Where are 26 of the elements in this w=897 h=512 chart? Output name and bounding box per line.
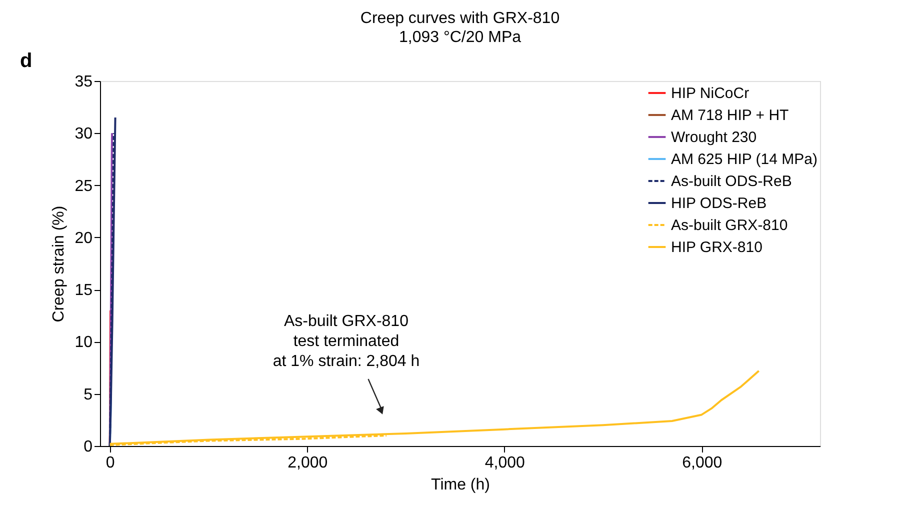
legend-label: HIP NiCoCr xyxy=(671,85,750,102)
x-tick-label: 0 xyxy=(106,454,115,472)
y-tick-label: 20 xyxy=(74,230,93,247)
y-tick-label: 5 xyxy=(84,386,93,404)
x-tick-label: 4,000 xyxy=(484,454,525,472)
chart-subtitle: 1,093 °C/20 MPa xyxy=(398,29,522,46)
text: d xyxy=(20,50,32,72)
y-tick-label: 0 xyxy=(84,438,93,456)
legend-label: AM 718 HIP + HT xyxy=(671,107,789,124)
chart-title: Creep curves with GRX-810 xyxy=(360,10,560,27)
legend-label: As-built ODS-ReB xyxy=(671,173,792,190)
annotation: As-built GRX-810 test terminated at 1% strain: 2,804 h xyxy=(272,312,420,370)
legend-label: HIP ODS-ReB xyxy=(671,195,767,212)
legend-label: Wrought 230 xyxy=(671,129,757,146)
x-axis-title: Time (h) xyxy=(431,476,490,494)
y-tick-label: 35 xyxy=(74,74,93,90)
legend-label: HIP GRX-810 xyxy=(671,239,762,256)
y-axis-title: Creep strain (%) xyxy=(50,206,68,322)
x-tick-label: 2,000 xyxy=(288,454,328,472)
y-tick-label: 10 xyxy=(74,334,93,352)
legend-label: As-built GRX-810 xyxy=(671,217,788,234)
y-tick-label: 30 xyxy=(74,126,93,143)
y-tick-label: 25 xyxy=(74,178,93,195)
y-tick-label: 15 xyxy=(74,282,93,300)
legend-label: AM 625 HIP (14 MPa) xyxy=(671,151,818,168)
x-tick-label: 6,000 xyxy=(682,454,722,472)
